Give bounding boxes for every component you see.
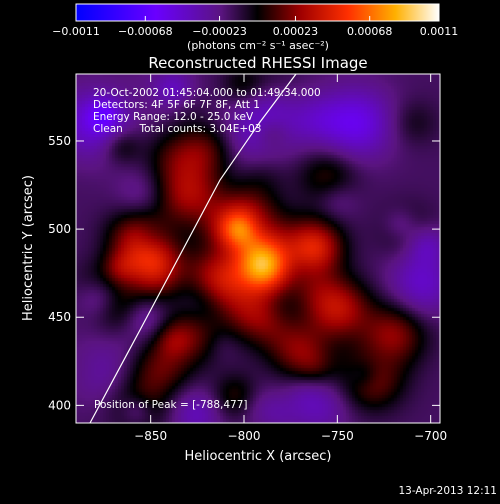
- footer-date: 13-Apr-2013 12:11: [398, 485, 497, 497]
- info-line-detectors: Detectors: 4F 5F 6F 7F 8F, Att 1: [93, 99, 260, 111]
- solar-limb-line: [89, 73, 297, 424]
- colorbar-tick-label: 0.00068: [347, 25, 393, 38]
- observation-info: 20-Oct-2002 01:45:04.000 to 01:49:34.000…: [93, 87, 321, 135]
- colorbar-tick-label: 0.0011: [420, 25, 459, 38]
- colorbar-ticks: −0.0011 −0.00068 −0.00023 0.00023 0.00068 0.0…: [52, 16, 458, 38]
- colorbar-label: (photons cm⁻² s⁻¹ asec⁻²): [187, 39, 329, 52]
- x-tick-label: −850: [134, 429, 167, 443]
- y-tick-label: 450: [48, 310, 71, 324]
- y-axis-ticks: 400 450 500 550: [48, 134, 440, 412]
- y-tick-label: 500: [48, 222, 71, 236]
- x-tick-label: −750: [321, 429, 354, 443]
- x-axis-label: Heliocentric X (arcsec): [185, 449, 332, 464]
- x-tick-label: −700: [414, 429, 447, 443]
- info-line-counts: Clean Total counts: 3.04E+03: [93, 123, 262, 135]
- colorbar-tick-label: −0.0011: [52, 25, 100, 38]
- colorbar: [75, 3, 440, 22]
- info-line-energy: Energy Range: 12.0 - 25.0 keV: [93, 111, 254, 123]
- y-tick-label: 400: [48, 398, 71, 412]
- colorbar-tick-label: −0.00068: [118, 25, 173, 38]
- info-line-time: 20-Oct-2002 01:45:04.000 to 01:49:34.000: [93, 87, 321, 99]
- plot-frame: [75, 73, 441, 424]
- colorbar-tick-label: −0.00023: [192, 25, 247, 38]
- heatmap-raster: [76, 74, 440, 423]
- peak-position-label: Position of Peak = [-788,477]: [94, 399, 248, 411]
- x-axis-ticks: −850 −800 −750 −700: [134, 74, 447, 443]
- chart-title: Reconstructed RHESSI Image: [148, 54, 367, 72]
- heatmap-image: [76, 74, 440, 423]
- x-tick-label: −800: [228, 429, 261, 443]
- y-tick-label: 550: [48, 134, 71, 148]
- y-axis-label: Heliocentric Y (arcsec): [21, 175, 36, 321]
- colorbar-tick-label: 0.00023: [273, 25, 319, 38]
